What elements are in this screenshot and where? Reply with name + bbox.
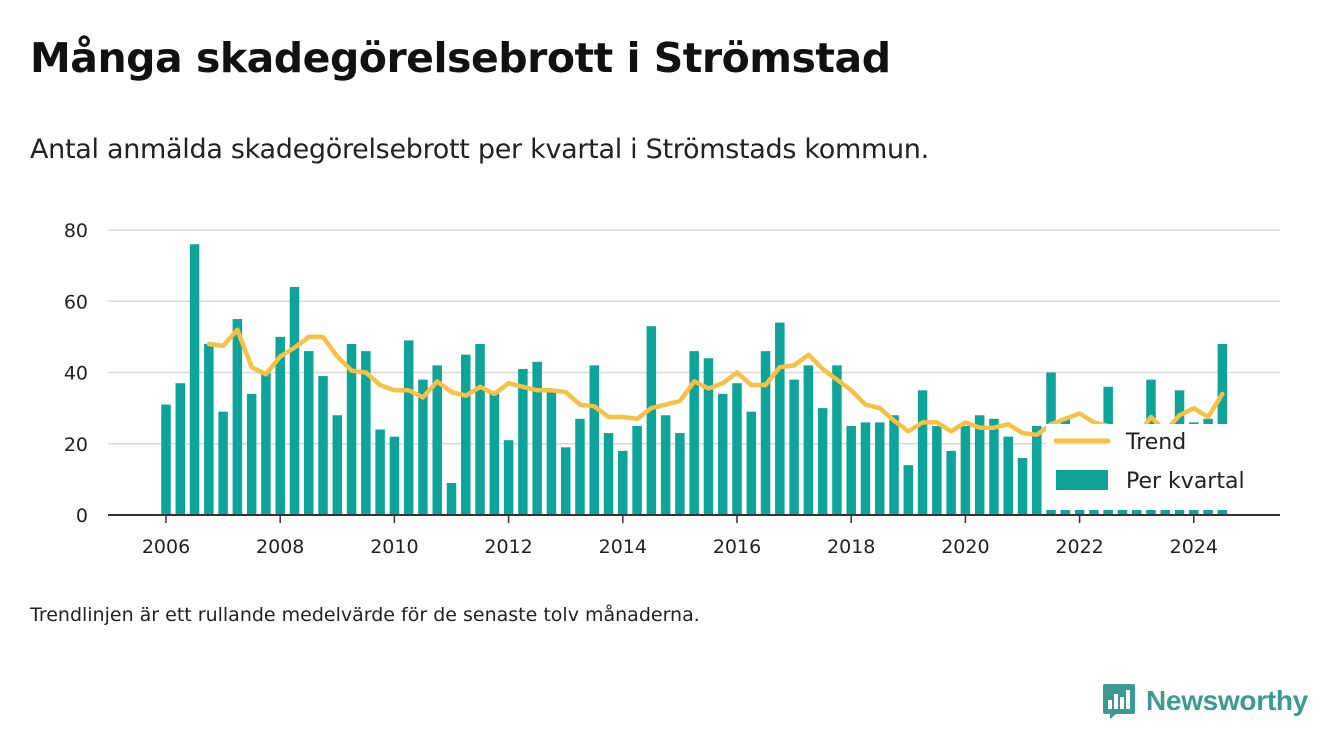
bar xyxy=(989,418,999,515)
bar xyxy=(389,436,400,515)
bar xyxy=(660,415,671,515)
bar xyxy=(261,372,271,515)
x-tick-label: 2010 xyxy=(370,536,418,558)
bar xyxy=(532,361,542,515)
trend-line xyxy=(206,327,1225,439)
x-axis-ticks: 2006 2008 2010 2012 2014 2016 2018 2020 2022 2024 xyxy=(142,515,1218,558)
y-axis-ticks: 0 20 40 60 80 xyxy=(64,220,88,527)
legend-trend-label: Trend xyxy=(1125,430,1186,455)
x-tick-label: 2022 xyxy=(1055,536,1103,558)
bar xyxy=(603,433,614,515)
bar xyxy=(1003,436,1013,515)
bar xyxy=(860,422,871,515)
bar xyxy=(446,482,457,515)
bar xyxy=(589,365,599,515)
x-tick-label: 2018 xyxy=(827,536,875,558)
bar xyxy=(475,344,485,515)
bar xyxy=(875,422,885,515)
bar xyxy=(204,344,214,515)
bar xyxy=(689,351,699,515)
bar xyxy=(846,425,856,515)
bar xyxy=(917,390,928,515)
bar xyxy=(703,358,714,515)
bar xyxy=(175,383,186,515)
bar xyxy=(632,425,642,515)
bar xyxy=(346,344,357,515)
bar xyxy=(560,447,571,515)
x-tick-label: 2024 xyxy=(1170,536,1218,558)
y-tick-label: 0 xyxy=(76,505,88,527)
x-tick-label: 2006 xyxy=(142,536,190,558)
y-tick-label: 20 xyxy=(64,434,88,456)
y-tick-label: 40 xyxy=(64,363,88,385)
brand-logo: Newsworthy xyxy=(1102,682,1308,720)
bar xyxy=(974,415,985,515)
bar xyxy=(775,322,785,515)
bar xyxy=(418,379,428,515)
bar xyxy=(946,450,956,515)
x-tick-label: 2016 xyxy=(713,536,761,558)
trend-line-layer xyxy=(206,327,1225,439)
bar xyxy=(575,418,585,515)
bar xyxy=(746,411,757,515)
legend: Trend Per kvartal xyxy=(1046,424,1280,510)
bar xyxy=(889,415,899,515)
bar xyxy=(960,425,971,515)
bar xyxy=(618,450,628,515)
y-tick-label: 80 xyxy=(64,220,88,242)
bar xyxy=(318,376,328,515)
bar xyxy=(275,336,285,515)
bar xyxy=(403,340,414,515)
y-tick-label: 60 xyxy=(64,291,88,313)
bar xyxy=(461,354,471,515)
brand-name: Newsworthy xyxy=(1146,685,1308,716)
x-tick-label: 2008 xyxy=(256,536,304,558)
bar xyxy=(903,465,914,515)
legend-background xyxy=(1046,424,1280,510)
bar xyxy=(817,408,828,515)
chart-subtitle: Antal anmälda skadegörelsebrott per kvar… xyxy=(30,134,929,165)
bar xyxy=(1032,425,1042,515)
x-tick-label: 2012 xyxy=(484,536,532,558)
bar xyxy=(375,429,385,515)
bar xyxy=(646,326,657,515)
bar xyxy=(218,411,228,515)
bar xyxy=(332,415,343,515)
bar xyxy=(489,393,500,515)
legend-bar-label: Per kvartal xyxy=(1126,469,1245,494)
bar xyxy=(1017,458,1028,515)
newsworthy-logo-icon xyxy=(1103,684,1135,719)
bar xyxy=(732,383,742,515)
bar xyxy=(232,319,243,515)
bar xyxy=(161,404,171,515)
bar xyxy=(675,433,685,515)
x-tick-label: 2020 xyxy=(941,536,989,558)
bar xyxy=(760,351,771,515)
bar xyxy=(717,393,728,515)
bar xyxy=(832,365,842,515)
bar xyxy=(432,365,442,515)
bar xyxy=(518,368,528,515)
chart-title: Många skadegörelsebrott i Strömstad xyxy=(30,34,891,82)
bar xyxy=(932,425,942,515)
bar xyxy=(546,390,557,515)
bar xyxy=(803,365,814,515)
bar xyxy=(361,351,371,515)
bar xyxy=(304,351,314,515)
bar xyxy=(246,393,257,515)
footnote: Trendlinjen är ett rullande medelvärde f… xyxy=(30,604,700,626)
x-tick-label: 2014 xyxy=(599,536,647,558)
legend-bar-swatch xyxy=(1056,470,1108,490)
bar xyxy=(289,287,300,515)
bar xyxy=(189,244,200,515)
bar xyxy=(789,379,799,515)
bar xyxy=(503,440,514,515)
